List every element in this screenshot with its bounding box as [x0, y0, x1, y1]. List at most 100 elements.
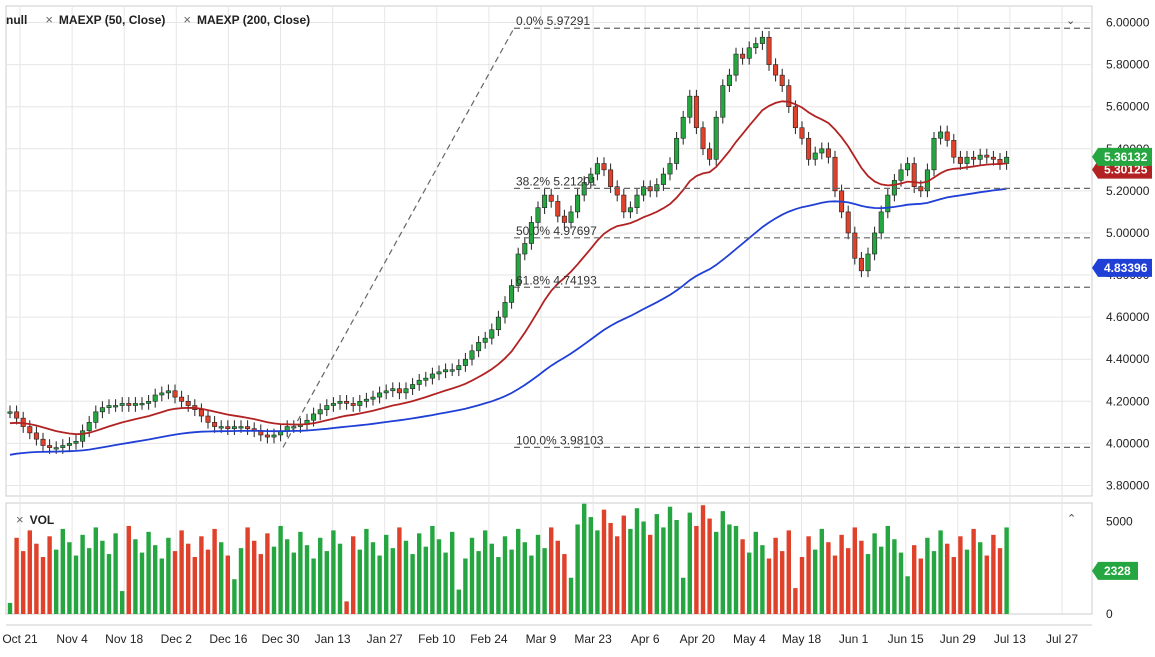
volume-bar: [588, 517, 593, 614]
candle: [634, 194, 640, 209]
candle: [733, 53, 739, 76]
volume-tick-label: 0: [1106, 607, 1113, 621]
candle: [159, 392, 165, 396]
volume-bar: [555, 540, 560, 614]
candle: [99, 407, 105, 413]
candle: [984, 154, 990, 158]
volume-bar: [436, 539, 442, 614]
volume-bar: [951, 557, 956, 614]
candle: [957, 156, 963, 164]
volume-bar: [390, 548, 395, 614]
candle: [396, 388, 402, 394]
candle: [357, 401, 363, 406]
chevron-down-icon[interactable]: ⌄: [1066, 15, 1076, 27]
x-tick-label: Jun 29: [940, 632, 976, 646]
volume-bar: [344, 601, 349, 614]
candle: [416, 379, 422, 385]
candle: [845, 211, 851, 234]
candle: [212, 422, 218, 427]
legend-bar: null × MAEXP (50, Close) × MAEXP (200, C…: [6, 12, 328, 27]
volume-bar: [450, 531, 455, 614]
candle: [872, 232, 878, 255]
volume-last-badge: 2328: [1104, 564, 1131, 578]
legend-item-volume[interactable]: × VOL: [16, 512, 54, 527]
candle: [410, 384, 416, 389]
volume-bar: [542, 548, 547, 614]
candle: [337, 401, 343, 404]
candle: [311, 413, 317, 421]
volume-bar: [377, 555, 382, 614]
chevron-up-icon[interactable]: ⌃: [1067, 513, 1077, 525]
candle: [33, 432, 39, 440]
candle: [700, 127, 706, 150]
close-icon[interactable]: ×: [16, 512, 24, 527]
legend-item-ma200[interactable]: × MAEXP (200, Close): [183, 12, 310, 27]
candle: [528, 222, 534, 244]
candle: [964, 156, 970, 164]
candle: [370, 396, 376, 400]
candle: [614, 186, 620, 196]
candle: [773, 64, 779, 76]
volume-bar: [73, 555, 79, 614]
volume-bar: [337, 543, 343, 614]
volume-bar: [219, 542, 224, 614]
x-tick-label: Apr 6: [631, 632, 660, 646]
volume-bar: [14, 537, 19, 614]
volume-bar: [654, 514, 659, 614]
volume-bar: [331, 530, 336, 614]
volume-bar: [252, 540, 257, 614]
candle: [786, 85, 792, 107]
y-tick-label: 4.60000: [1106, 310, 1150, 324]
volume-bar: [476, 551, 481, 614]
legend-ma200-label: MAEXP (200, Close): [197, 12, 311, 27]
volume-bar: [186, 543, 191, 614]
candle: [152, 394, 158, 402]
volume-bar: [410, 554, 415, 614]
volume-bar: [87, 548, 92, 614]
volume-bar: [324, 551, 329, 614]
candle: [680, 116, 686, 139]
candle: [885, 194, 891, 213]
candle: [377, 392, 383, 398]
volume-bar: [813, 549, 818, 614]
volume-bar: [938, 530, 943, 614]
volume-bar: [21, 551, 26, 614]
candle: [179, 396, 185, 402]
volume-bar: [205, 549, 211, 614]
candle: [205, 415, 211, 423]
x-tick-label: Jun 1: [839, 632, 869, 646]
candle: [898, 169, 904, 181]
candle: [383, 390, 389, 394]
volume-bar: [727, 524, 732, 614]
ma200-line: [9, 187, 1007, 456]
candle: [126, 403, 132, 406]
volume-bar: [780, 551, 785, 614]
volume-bar: [648, 534, 653, 614]
candle: [80, 430, 86, 442]
volume-bar: [852, 527, 857, 614]
close-icon[interactable]: ×: [45, 12, 53, 27]
candle: [1004, 156, 1010, 164]
volume-bar: [964, 549, 970, 614]
candle: [667, 163, 673, 175]
x-tick-label: Dec 16: [209, 632, 247, 646]
legend-item-ma50[interactable]: × MAEXP (50, Close): [45, 12, 165, 27]
volume-bar: [766, 558, 772, 614]
volume-bar: [740, 539, 745, 614]
x-tick-label: Apr 20: [680, 632, 716, 646]
candle: [66, 443, 72, 446]
candle: [601, 163, 607, 171]
volume-bar: [159, 558, 164, 614]
volume-bar: [859, 540, 864, 614]
volume-bar: [126, 525, 131, 614]
candle: [245, 426, 251, 429]
close-icon[interactable]: ×: [183, 12, 191, 27]
fib-level-label: 61.8% 4.74193: [516, 273, 597, 287]
candle: [509, 285, 515, 303]
x-tick-label: Jun 15: [888, 632, 924, 646]
candle: [779, 74, 785, 86]
candle: [165, 390, 171, 394]
volume-bar: [714, 531, 719, 614]
